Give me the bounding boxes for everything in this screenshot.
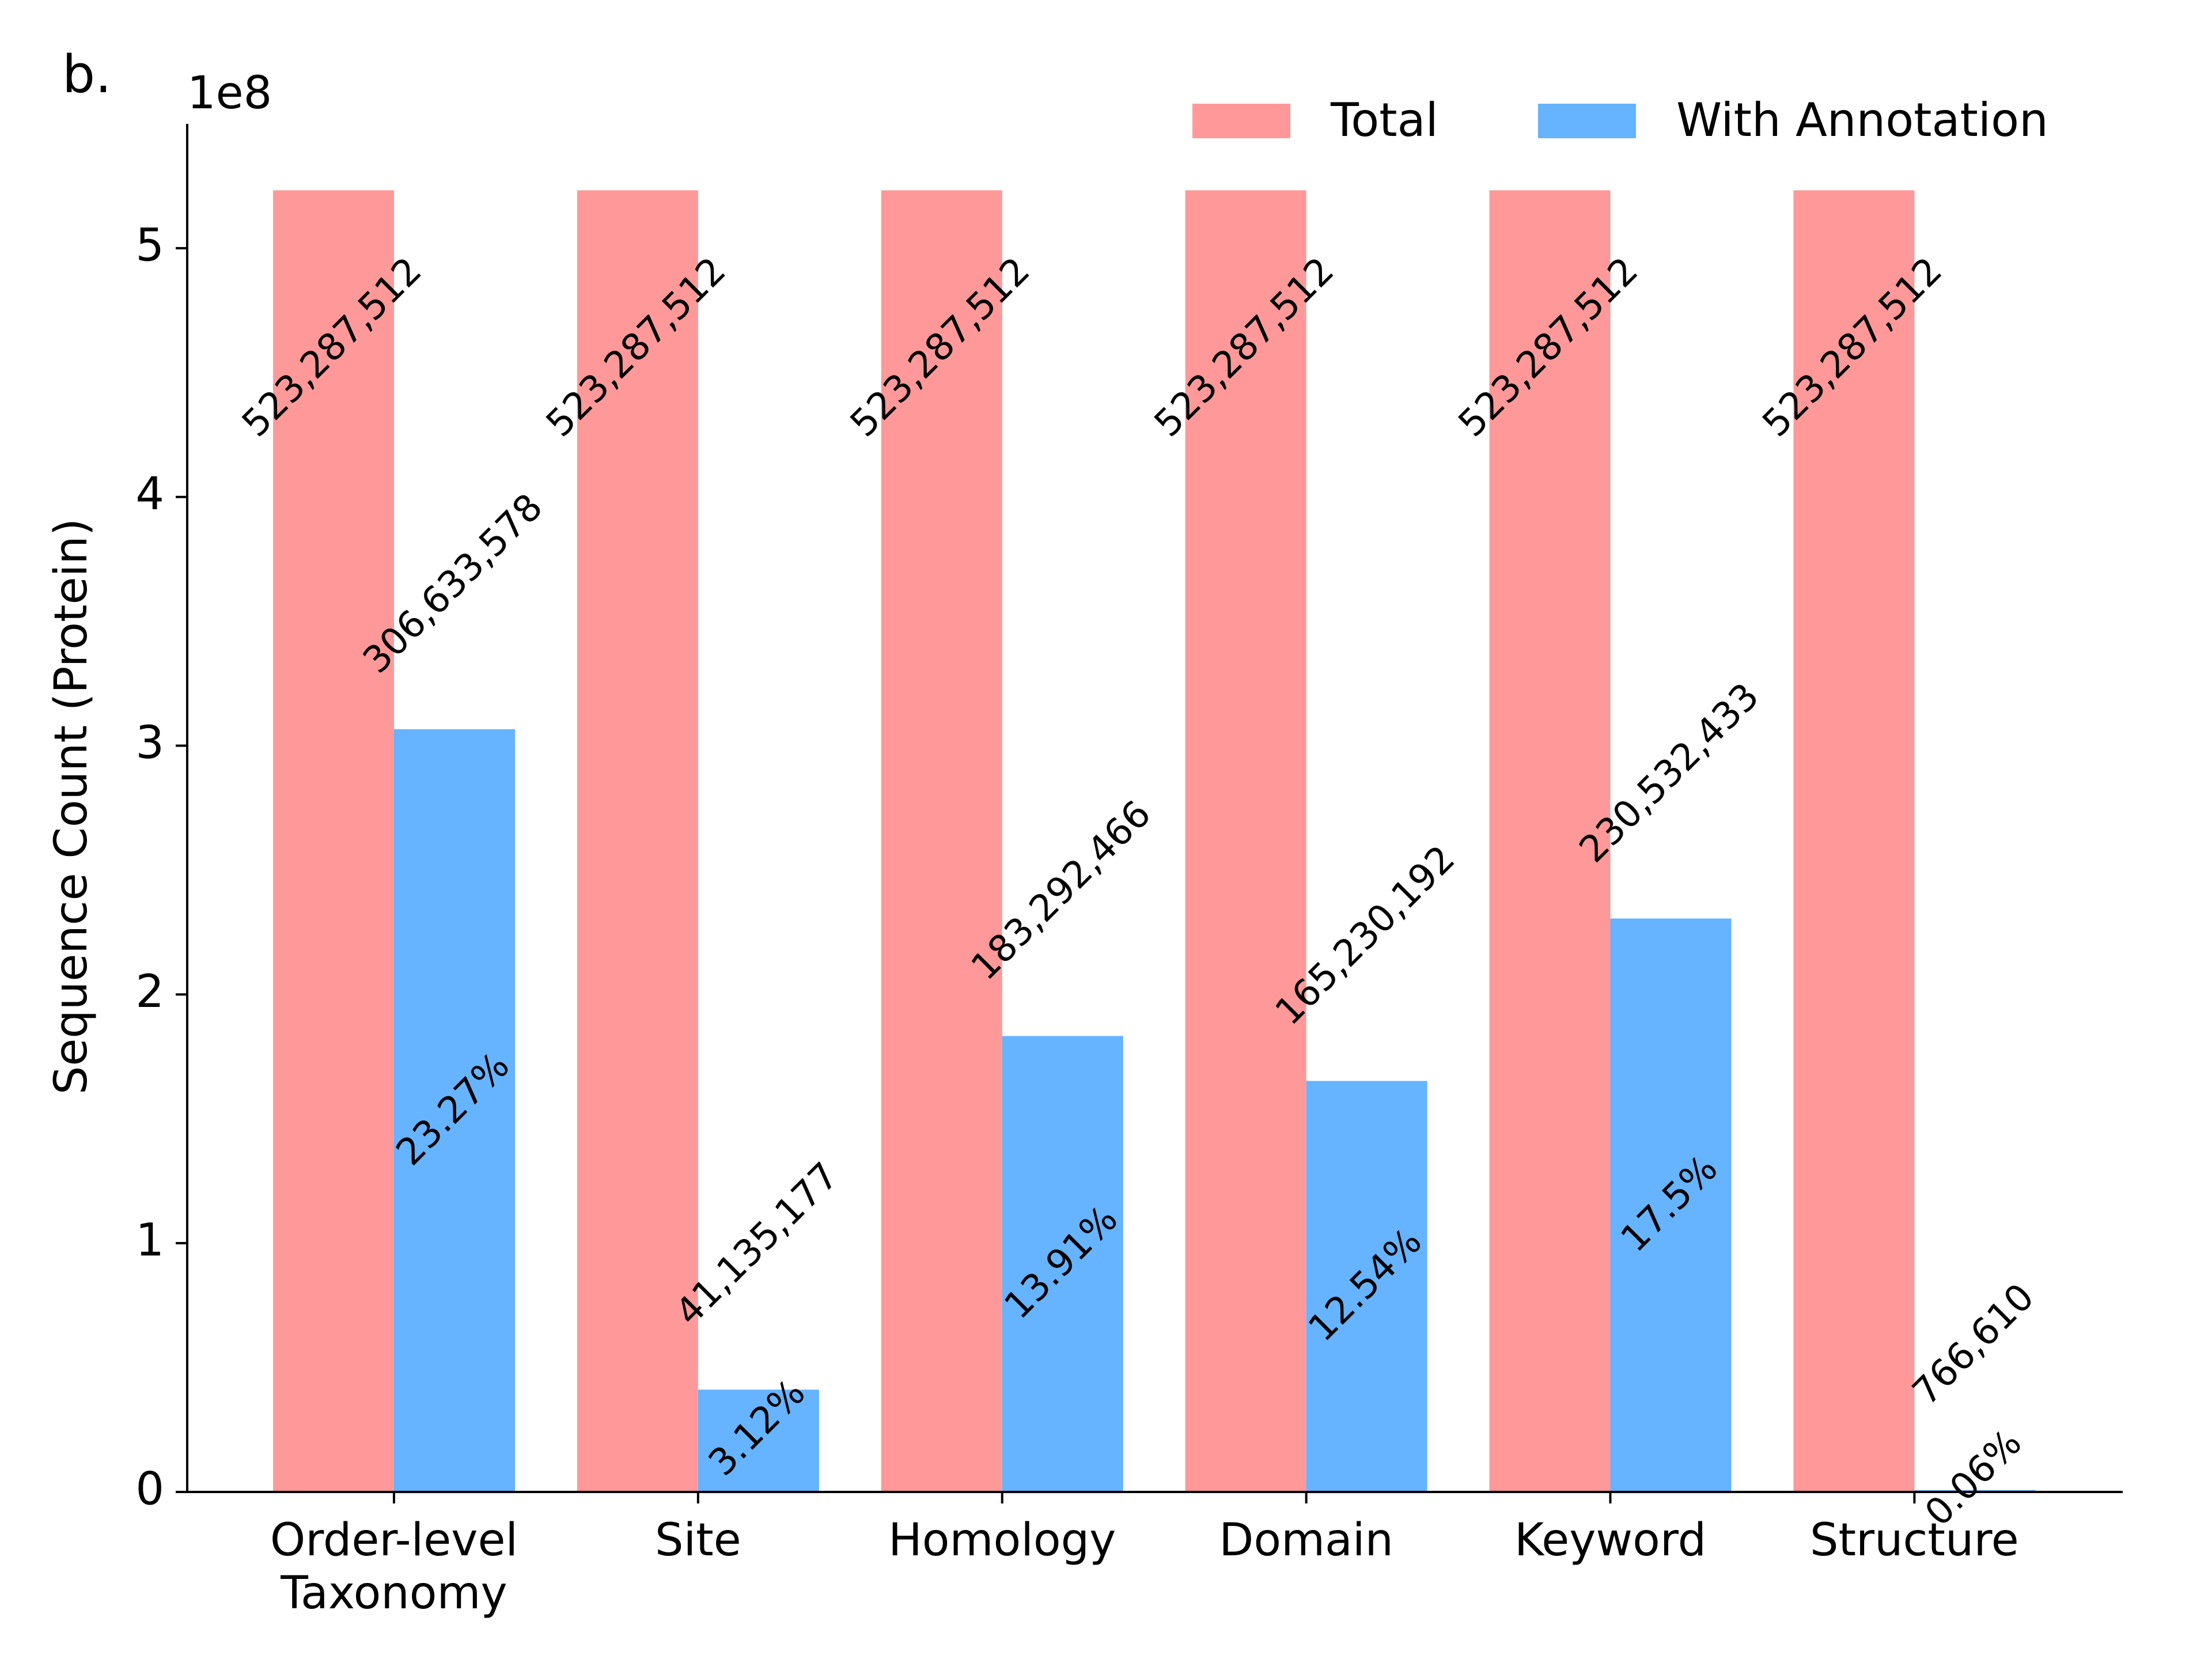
- y-tick-label-3: 3: [135, 717, 164, 769]
- x-tick-label-site: Site: [655, 1514, 741, 1566]
- y-tick-label-0: 0: [135, 1463, 164, 1515]
- bar-with-annotation-order-level-taxonomy: [393, 729, 515, 1492]
- bar-total-site: [577, 190, 698, 1492]
- bar-total-homology: [881, 190, 1002, 1492]
- bar-with-annotation-homology: [1002, 1036, 1123, 1492]
- y-tick-label-1: 1: [135, 1215, 164, 1267]
- bar-total-order-level-taxonomy: [272, 190, 394, 1492]
- x-tick-label-homology: Homology: [888, 1514, 1116, 1566]
- x-tick-label-order-level-taxonomy: Order-level Taxonomy: [270, 1514, 518, 1619]
- bar-with-annotation-domain: [1306, 1081, 1427, 1492]
- legend-swatch-total: [1192, 104, 1290, 138]
- bar-total-domain: [1185, 190, 1306, 1492]
- legend: Total With Annotation: [1192, 93, 2048, 147]
- x-tick-label-structure: Structure: [1810, 1514, 2019, 1566]
- y-tick-label-2: 2: [135, 966, 164, 1018]
- y-tick-label-4: 4: [135, 468, 164, 520]
- y-offset-label: 1e8: [187, 67, 272, 119]
- bar-total-structure: [1793, 190, 1915, 1492]
- x-tick-label-keyword: Keyword: [1514, 1514, 1706, 1566]
- bar-with-annotation-site: [698, 1389, 819, 1492]
- panel-label: b.: [62, 44, 112, 105]
- legend-label-with-annotation: With Annotation: [1676, 93, 2048, 147]
- bar-total-keyword: [1489, 190, 1611, 1492]
- legend-label-total: Total: [1330, 93, 1438, 147]
- data-label-with-annotation-structure: 766,610: [1904, 1276, 2042, 1414]
- legend-swatch-with-annotation: [1538, 104, 1636, 138]
- y-axis-label: Sequence Count (Protein): [46, 518, 97, 1094]
- x-tick-label-domain: Domain: [1219, 1514, 1393, 1566]
- bar-with-annotation-keyword: [1610, 918, 1732, 1492]
- y-tick-label-5: 5: [135, 219, 164, 271]
